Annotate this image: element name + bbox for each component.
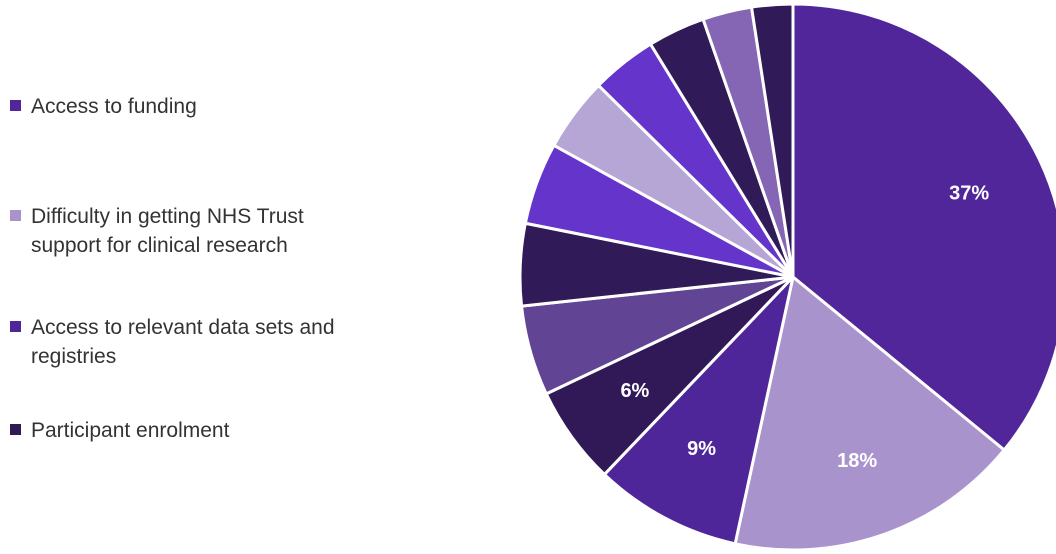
legend-swatch: [10, 321, 21, 332]
legend-item-participant-enrolment: Participant enrolment: [10, 416, 370, 445]
pie-slices: [518, 2, 1056, 552]
legend-swatch: [10, 210, 21, 221]
legend-label: Access to relevant data sets and registr…: [31, 316, 335, 368]
legend-swatch: [10, 100, 21, 111]
legend-label: Difficulty in getting NHS Trust support …: [31, 205, 304, 257]
legend-item-nhs-trust-support: Difficulty in getting NHS Trust support …: [10, 202, 370, 260]
pie-data-label: 18%: [837, 450, 877, 472]
legend-label: Participant enrolment: [31, 419, 230, 442]
pie-slice-3: [602, 275, 795, 546]
pie-slice-2: [733, 275, 1006, 552]
pie-slice-12: [750, 2, 795, 279]
legend-item-access-to-funding: Access to funding: [10, 92, 370, 121]
pie-data-label: 6%: [620, 380, 649, 402]
legend-item-data-sets-registries: Access to relevant data sets and registr…: [10, 313, 370, 371]
legend-label: Access to funding: [31, 95, 197, 118]
pie-data-label: 37%: [949, 183, 989, 205]
pie-data-labels: 37% 18% 9% 6%: [620, 183, 989, 473]
pie-data-label: 9%: [687, 438, 716, 460]
chart-legend: Access to funding Difficulty in getting …: [10, 0, 490, 554]
pie-slice-1: [791, 2, 1056, 452]
legend-swatch: [10, 424, 21, 435]
